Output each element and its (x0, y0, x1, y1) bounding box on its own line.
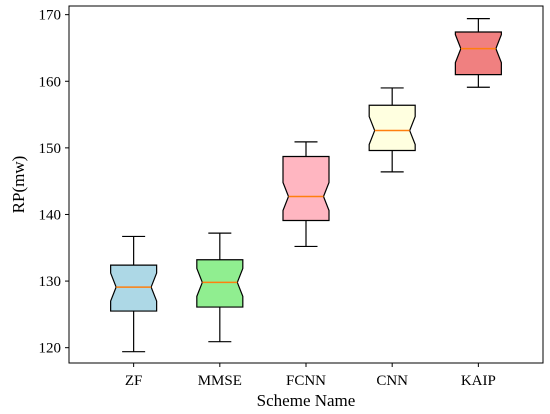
x-ticks-layer: ZF MMSE FCNN CNN KAIP (125, 363, 496, 389)
y-axis-label: RP(mw) (9, 156, 28, 214)
y-tick-label: 140 (39, 207, 62, 223)
y-tick-label: 120 (39, 341, 62, 357)
box-kaip (454, 18, 502, 88)
y-tick-label: 170 (39, 8, 62, 24)
box-cnn (368, 87, 416, 173)
box-body-zf (110, 264, 158, 312)
y-ticks-layer: 120 130 140 150 160 170 (39, 8, 69, 357)
axes-frame (68, 5, 544, 364)
x-tick-label: ZF (125, 373, 143, 389)
boxes-layer (110, 18, 502, 353)
x-tick-label: CNN (376, 373, 408, 389)
box-body-kaip (454, 31, 502, 76)
box-body-fcnn (282, 155, 330, 222)
box-mmse (196, 232, 244, 343)
x-tick-label: KAIP (461, 373, 496, 389)
y-tick-label: 150 (39, 141, 62, 157)
x-axis-label: Scheme Name (257, 391, 356, 410)
box-body-mmse (196, 259, 244, 308)
y-tick-label: 130 (39, 274, 62, 290)
box-body-cnn (368, 104, 416, 152)
x-tick-label: MMSE (198, 373, 242, 389)
y-tick-label: 160 (39, 74, 62, 90)
box-fcnn (282, 141, 330, 248)
box-zf (110, 235, 158, 353)
x-tick-label: FCNN (286, 373, 326, 389)
